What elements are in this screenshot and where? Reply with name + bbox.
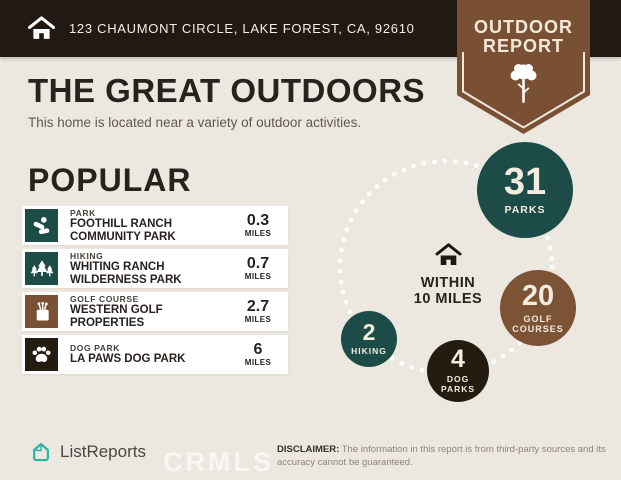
stat-value: 31 xyxy=(503,161,547,204)
park-icon xyxy=(25,209,58,242)
stat-value: 4 xyxy=(451,345,465,374)
page-title: THE GREAT OUTDOORS xyxy=(28,72,426,109)
tree-icon xyxy=(510,64,537,103)
item-name: FOOTHILL RANCH COMMUNITY PARK xyxy=(70,217,176,243)
list-item-hiking: HIKING WHITING RANCH WILDERNESS PARK 0.7… xyxy=(22,249,288,288)
item-category: DOG PARK xyxy=(70,343,120,354)
stat-bubble-golf-courses: 20 GOLF COURSES xyxy=(500,270,576,346)
item-distance-unit: MILES xyxy=(244,358,272,367)
outdoor-report-badge: OUTDOOR REPORT xyxy=(457,0,590,134)
paw-icon xyxy=(25,338,58,371)
radius-label: 10 MILES xyxy=(413,291,483,307)
listreports-logo: ListReports xyxy=(30,441,146,463)
popular-list: PARK FOOTHILL RANCH COMMUNITY PARK 0.3 M… xyxy=(22,206,288,378)
item-category: GOLF COURSE xyxy=(70,293,139,304)
item-distance: 6 xyxy=(253,341,263,358)
item-distance-unit: MILES xyxy=(244,272,272,281)
listreports-house-icon xyxy=(33,443,49,462)
property-address: 123 CHAUMONT CIRCLE, LAKE FOREST, CA, 92… xyxy=(69,21,415,36)
stat-label: HIKING xyxy=(351,346,387,357)
home-icon xyxy=(28,16,55,39)
item-distance: 0.7 xyxy=(246,255,270,272)
item-name: WHITING RANCH WILDERNESS PARK xyxy=(70,260,182,286)
item-name: WESTERN GOLF PROPERTIES xyxy=(70,303,163,329)
badge-title-line1: OUTDOOR xyxy=(474,17,573,37)
stat-bubble-hiking: 2 HIKING xyxy=(341,311,397,367)
item-distance: 0.3 xyxy=(246,212,270,229)
brand-name: ListReports xyxy=(60,442,146,461)
popular-heading: POPULAR xyxy=(28,162,192,198)
pine-trees-icon xyxy=(25,252,58,285)
item-category: HIKING xyxy=(70,250,104,261)
stat-bubble-dog-parks: 4 DOG PARKS xyxy=(427,340,489,402)
stat-value: 20 xyxy=(521,279,555,312)
list-item-dog-park: DOG PARK LA PAWS DOG PARK 6 MILES xyxy=(22,335,288,374)
home-icon xyxy=(435,243,461,265)
stat-bubble-parks: 31 PARKS xyxy=(477,142,573,238)
stat-label: GOLF COURSES xyxy=(512,313,564,334)
item-category: PARK xyxy=(70,207,96,218)
golf-bag-icon xyxy=(25,295,58,328)
stat-label: DOG PARKS xyxy=(440,374,476,394)
stat-label: PARKS xyxy=(504,204,546,217)
stat-value: 2 xyxy=(362,319,376,346)
badge-title-line2: REPORT xyxy=(482,36,564,56)
item-distance: 2.7 xyxy=(246,298,270,315)
orbit-center: WITHIN 10 MILES xyxy=(398,243,498,307)
item-distance-unit: MILES xyxy=(244,315,272,324)
disclaimer-text: DISCLAIMER: The information in this repo… xyxy=(277,444,606,469)
page-subtitle: This home is located near a variety of o… xyxy=(28,115,362,130)
disclaimer-label: DISCLAIMER: xyxy=(277,444,340,455)
item-name: LA PAWS DOG PARK xyxy=(70,353,186,366)
list-item-golf: GOLF COURSE WESTERN GOLF PROPERTIES 2.7 … xyxy=(22,292,288,331)
item-distance-unit: MILES xyxy=(244,229,272,238)
list-item-park: PARK FOOTHILL RANCH COMMUNITY PARK 0.3 M… xyxy=(22,206,288,245)
crmls-watermark: CRMLS xyxy=(163,447,274,477)
within-label: WITHIN xyxy=(420,275,476,291)
